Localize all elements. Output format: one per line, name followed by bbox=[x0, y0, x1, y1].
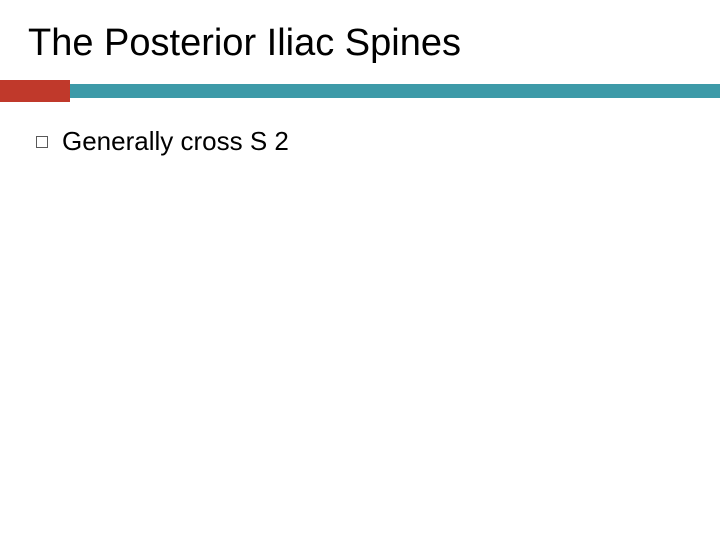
bullet-item: Generally cross S 2 bbox=[36, 126, 289, 157]
accent-bar bbox=[0, 80, 70, 102]
slide: The Posterior Iliac Spines Generally cro… bbox=[0, 0, 720, 540]
divider-bar bbox=[70, 84, 720, 98]
slide-title: The Posterior Iliac Spines bbox=[28, 22, 461, 65]
square-bullet-icon bbox=[36, 136, 48, 148]
bullet-text: Generally cross S 2 bbox=[62, 126, 289, 157]
